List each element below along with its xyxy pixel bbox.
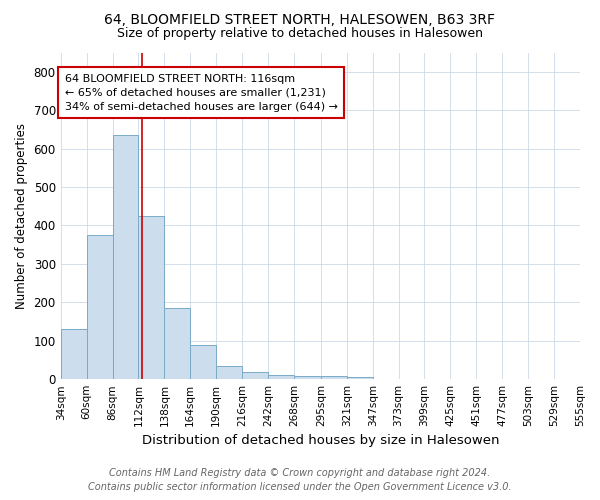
Bar [321,376,347,379]
Y-axis label: Number of detached properties: Number of detached properties [15,123,28,309]
Bar [242,372,268,379]
Bar [139,216,164,379]
Bar [190,344,216,379]
Bar [347,378,373,379]
Text: Size of property relative to detached houses in Halesowen: Size of property relative to detached ho… [117,28,483,40]
Bar [216,366,242,379]
Text: 64 BLOOMFIELD STREET NORTH: 116sqm
← 65% of detached houses are smaller (1,231)
: 64 BLOOMFIELD STREET NORTH: 116sqm ← 65%… [65,74,338,112]
Bar [113,135,139,379]
Text: 64, BLOOMFIELD STREET NORTH, HALESOWEN, B63 3RF: 64, BLOOMFIELD STREET NORTH, HALESOWEN, … [104,12,496,26]
Text: Contains HM Land Registry data © Crown copyright and database right 2024.
Contai: Contains HM Land Registry data © Crown c… [88,468,512,492]
Bar [86,235,113,379]
Bar [61,329,86,379]
X-axis label: Distribution of detached houses by size in Halesowen: Distribution of detached houses by size … [142,434,499,448]
Bar [268,376,294,379]
Bar [294,376,321,379]
Bar [164,308,190,379]
